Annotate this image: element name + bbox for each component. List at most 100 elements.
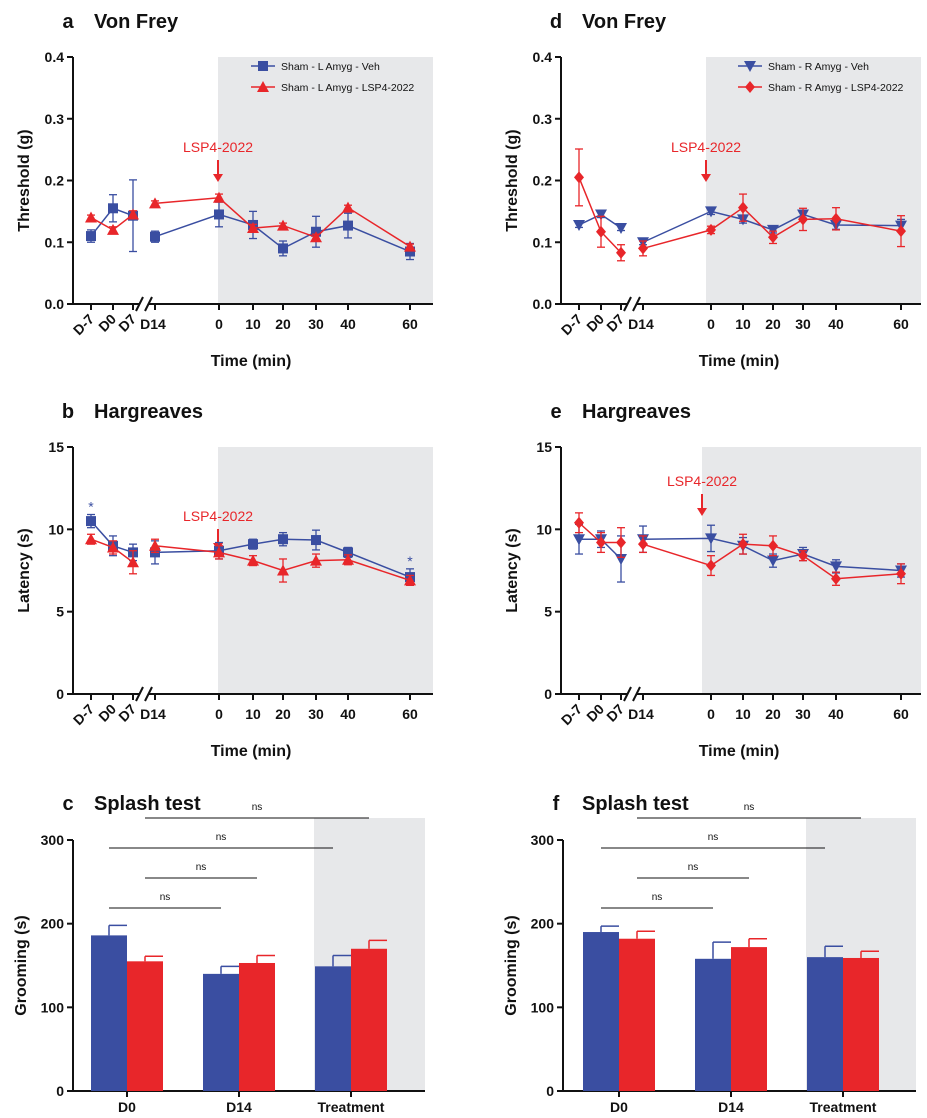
axis-break: [632, 686, 641, 702]
x-tick-label: 60: [402, 316, 418, 332]
y-tick-label: 10: [48, 521, 64, 537]
data-point: [278, 534, 288, 545]
panel-label: b: [62, 401, 74, 423]
data-point: [574, 171, 584, 184]
y-tick-label: 5: [544, 604, 552, 620]
data-point: [213, 191, 225, 203]
data-point: [343, 547, 353, 558]
y-axis-title: Latency (s): [504, 528, 521, 612]
y-axis-title: Latency (s): [16, 528, 33, 612]
data-point: [277, 564, 289, 576]
legend-marker: [745, 81, 755, 93]
legend: Sham - R Amyg - Veh Sham - R Amyg - LSP4-…: [738, 61, 904, 94]
x-axis-title: Time (min): [211, 353, 292, 370]
data-point: [767, 224, 779, 236]
bar: [351, 948, 387, 1091]
x-tick-label: 20: [275, 316, 291, 332]
legend-marker: [258, 61, 268, 71]
x-tick-label: D7: [603, 311, 627, 335]
x-axis-title: Time (min): [699, 743, 780, 760]
y-tick-label: 15: [48, 439, 64, 455]
y-tick-label: 0.1: [45, 234, 65, 250]
axis-break: [623, 296, 632, 312]
bar: [203, 973, 239, 1091]
y-tick-label: 0.0: [533, 296, 553, 312]
y-tick-label: 0.3: [533, 111, 553, 127]
bar: [583, 932, 619, 1091]
y-axis-title: Grooming (s): [503, 915, 520, 1015]
panel-label: c: [62, 793, 73, 815]
data-point: [574, 516, 584, 529]
bar: [127, 961, 163, 1091]
y-tick-label: 0.4: [45, 49, 65, 65]
data-point: [638, 242, 648, 255]
data-point: [896, 225, 906, 238]
data-point: [86, 516, 96, 527]
comparison-label: ns: [252, 802, 263, 813]
significance-star: *: [407, 553, 413, 569]
panel-label: f: [553, 793, 560, 815]
data-point: [343, 220, 353, 231]
x-tick-label: D-7: [558, 701, 585, 728]
data-point: [638, 538, 648, 551]
data-point: [615, 223, 627, 235]
bar: [315, 966, 351, 1091]
data-point: [573, 219, 585, 231]
y-tick-label: 0.3: [45, 111, 65, 127]
y-tick-label: 100: [41, 999, 65, 1015]
data-point: [214, 209, 224, 220]
data-point: [310, 554, 322, 566]
bar: [91, 935, 127, 1091]
x-tick-label: D14: [140, 316, 166, 332]
y-tick-label: 0: [56, 1083, 64, 1099]
treatment-shading: [218, 57, 433, 304]
panel-title: Von Frey: [582, 11, 667, 33]
y-tick-label: 0: [546, 1083, 554, 1099]
data-point: [278, 243, 288, 254]
data-point: [404, 240, 416, 252]
y-tick-label: 0.1: [533, 234, 553, 250]
data-point: [896, 567, 906, 580]
panel-title: Hargreaves: [94, 401, 203, 423]
y-tick-label: 10: [536, 521, 552, 537]
panel-label: a: [62, 11, 74, 33]
data-point: [595, 209, 607, 221]
data-point: [247, 554, 259, 566]
panel-title: Hargreaves: [582, 401, 691, 423]
x-tick-label: D7: [115, 311, 139, 335]
y-tick-label: 0.2: [45, 173, 65, 189]
panel-label: d: [550, 11, 562, 33]
comparison-label: ns: [652, 892, 663, 903]
bar: [843, 957, 879, 1091]
series-lsp4-2022: [127, 939, 387, 1091]
panel-label: e: [550, 401, 561, 423]
legend-label: Sham - R Amyg - Veh: [768, 61, 869, 73]
series-lsp4-2022: [574, 148, 906, 262]
panel-title: Von Frey: [94, 11, 179, 33]
comparison-label: ns: [688, 862, 699, 873]
axis-break: [623, 686, 632, 702]
x-tick-label: 0: [215, 706, 223, 722]
x-tick-label: 20: [765, 316, 781, 332]
x-tick-label: 20: [765, 706, 781, 722]
data-point: [85, 533, 97, 545]
data-point: [767, 555, 779, 567]
data-point: [831, 212, 841, 225]
data-point: [738, 538, 748, 551]
y-tick-label: 300: [41, 832, 65, 848]
bar: [239, 962, 275, 1091]
y-tick-label: 300: [531, 832, 555, 848]
treatment-annotation-label: LSP4-2022: [671, 139, 741, 155]
data-point: [706, 223, 716, 236]
comparison-label: ns: [196, 862, 207, 873]
bar: [695, 958, 731, 1091]
y-tick-label: 100: [531, 999, 555, 1015]
panel-title: Splash test: [94, 793, 201, 815]
data-point: [616, 246, 626, 259]
y-tick-label: 200: [41, 916, 65, 932]
x-tick-label: D14: [140, 706, 166, 722]
y-axis-title: Threshold (g): [504, 129, 521, 231]
data-point: [404, 574, 416, 586]
